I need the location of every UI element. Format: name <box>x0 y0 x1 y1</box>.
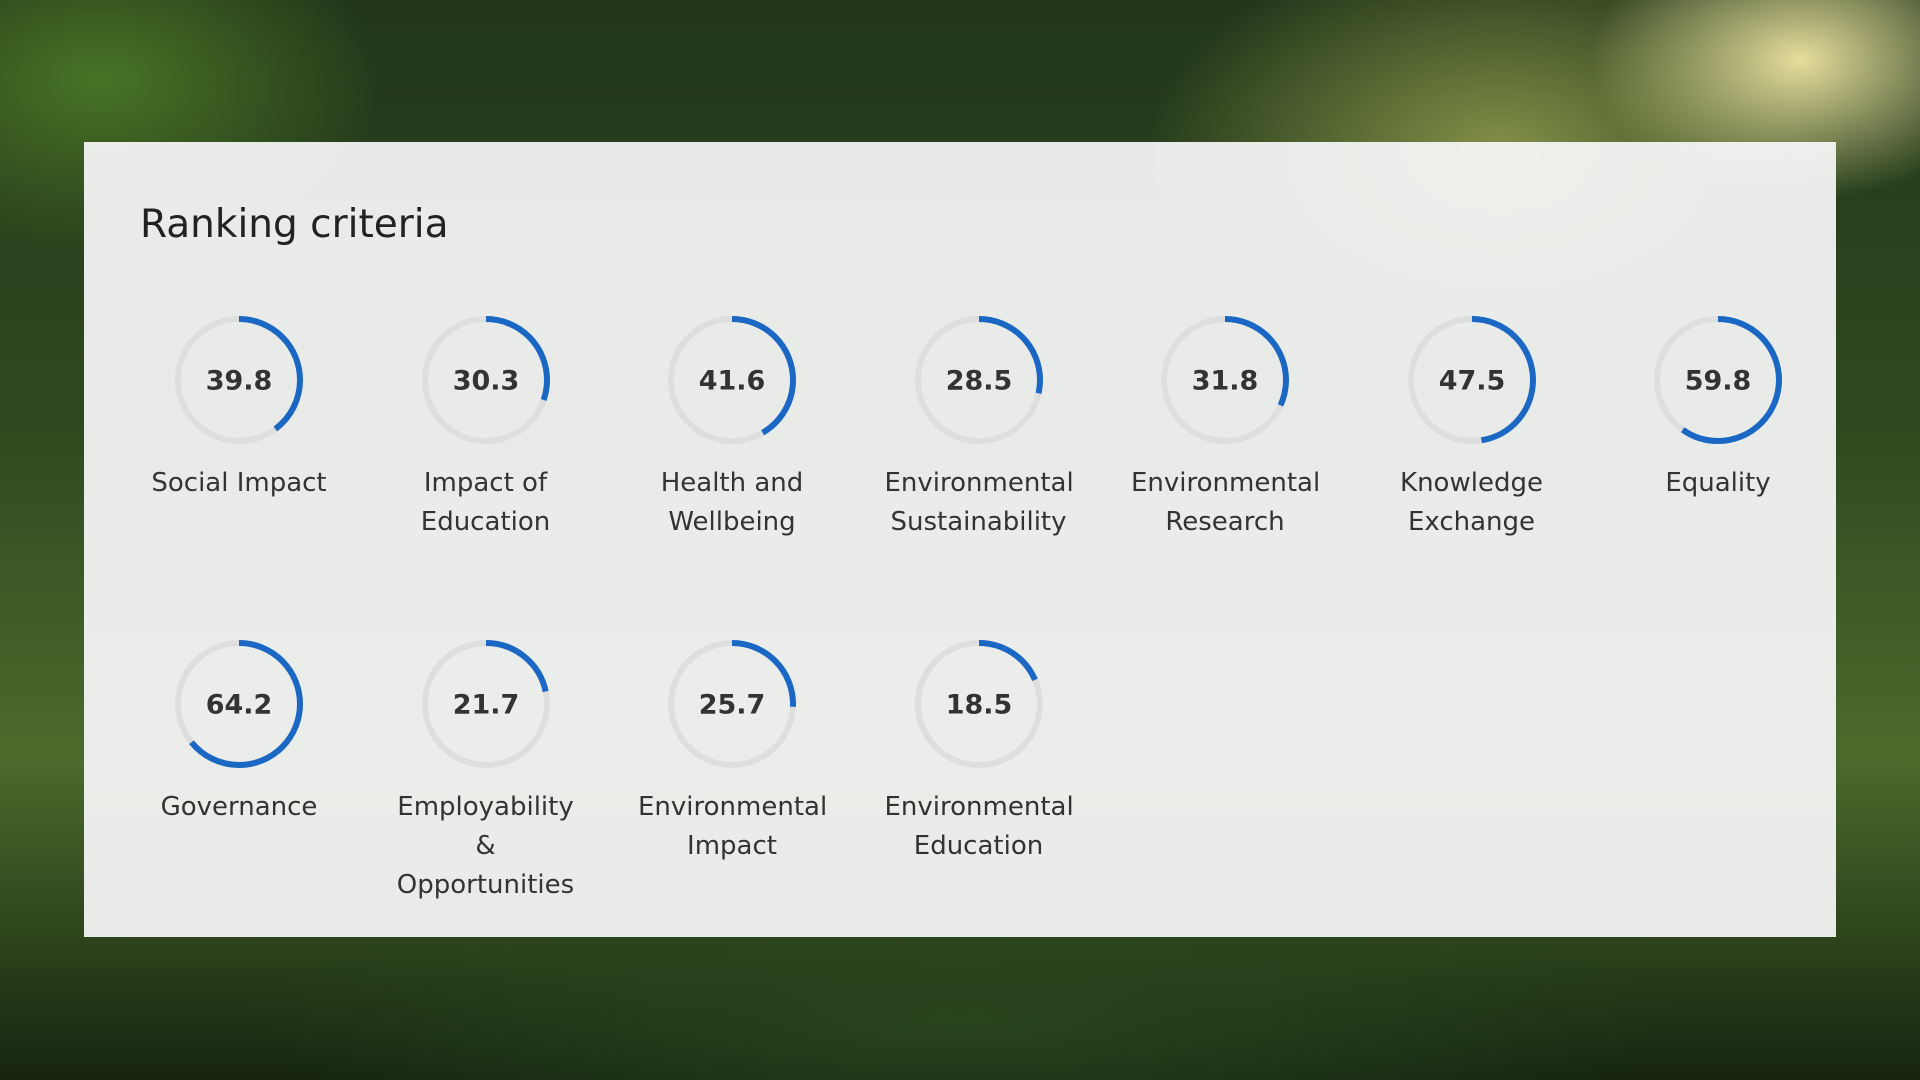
criterion: 30.3 Impact of Education <box>386 310 586 542</box>
criterion-label: Environmental Education <box>884 792 1074 861</box>
score-value: 25.7 <box>699 690 766 721</box>
score-value: 41.6 <box>699 366 766 397</box>
criterion: 21.7 Employability & Opportunities <box>386 634 586 905</box>
ring-arc <box>1654 316 1782 444</box>
score-value: 47.5 <box>1438 366 1505 397</box>
criterion: 64.2 Governance <box>139 634 339 827</box>
criterion: 28.5 Environmental Sustainability <box>879 310 1079 542</box>
score-ring: 41.6 <box>668 316 796 444</box>
criterion-label: Environmental Impact <box>638 792 828 861</box>
criterion-label: Impact of Education <box>420 468 551 537</box>
ring-arc <box>421 316 550 444</box>
ring-arc <box>914 640 1043 768</box>
score-ring: 64.2 <box>175 640 303 768</box>
criterion: 59.8 Equality <box>1618 310 1818 503</box>
criterion-label: Governance <box>160 792 318 822</box>
score-ring: 31.8 <box>1161 316 1289 444</box>
score-value: 59.8 <box>1685 366 1752 397</box>
criterion-label: Knowledge Exchange <box>1400 468 1543 537</box>
criterion-label: Equality <box>1665 468 1771 498</box>
panel-title: Ranking criteria <box>140 202 449 247</box>
score-value: 64.2 <box>206 690 273 721</box>
ring-arc <box>175 640 303 768</box>
score-ring: 30.3 <box>421 316 550 444</box>
ring-arc <box>175 316 303 444</box>
score-value: 31.8 <box>1192 366 1259 397</box>
ring-arc <box>1407 316 1536 444</box>
criterion: 31.8 Environmental Research <box>1125 310 1325 542</box>
criterion: 39.8 Social Impact <box>139 310 339 503</box>
score-value: 21.7 <box>452 690 519 721</box>
score-value: 28.5 <box>945 366 1012 397</box>
criterion: 18.5 Environmental Education <box>879 634 1079 866</box>
score-ring: 28.5 <box>914 316 1043 444</box>
score-value: 39.8 <box>206 366 273 397</box>
ring-arc <box>668 640 796 768</box>
ranking-panel: Ranking criteria 39.8 Social Impact 30.3 Im… <box>84 142 1836 937</box>
criterion: 41.6 Health and Wellbeing <box>632 310 832 542</box>
score-ring: 47.5 <box>1407 316 1536 444</box>
ring-arc <box>914 316 1043 444</box>
criterion: 47.5 Knowledge Exchange <box>1372 310 1572 542</box>
score-ring: 59.8 <box>1654 316 1782 444</box>
score-ring: 18.5 <box>914 640 1043 768</box>
score-ring: 21.7 <box>421 640 550 768</box>
criterion-label: Environmental Sustainability <box>884 468 1074 537</box>
criterion-label: Employability & Opportunities <box>396 792 575 900</box>
score-ring: 39.8 <box>175 316 303 444</box>
ring-arc <box>421 640 550 768</box>
criterion-label: Environmental Research <box>1131 468 1321 537</box>
score-value: 30.3 <box>452 366 519 397</box>
score-value: 18.5 <box>945 690 1012 721</box>
criterion-label: Health and Wellbeing <box>660 468 804 537</box>
score-ring: 25.7 <box>668 640 796 768</box>
criterion-label: Social Impact <box>151 468 327 498</box>
ring-arc <box>668 316 796 444</box>
ring-arc <box>1161 316 1289 444</box>
criterion: 25.7 Environmental Impact <box>632 634 832 866</box>
